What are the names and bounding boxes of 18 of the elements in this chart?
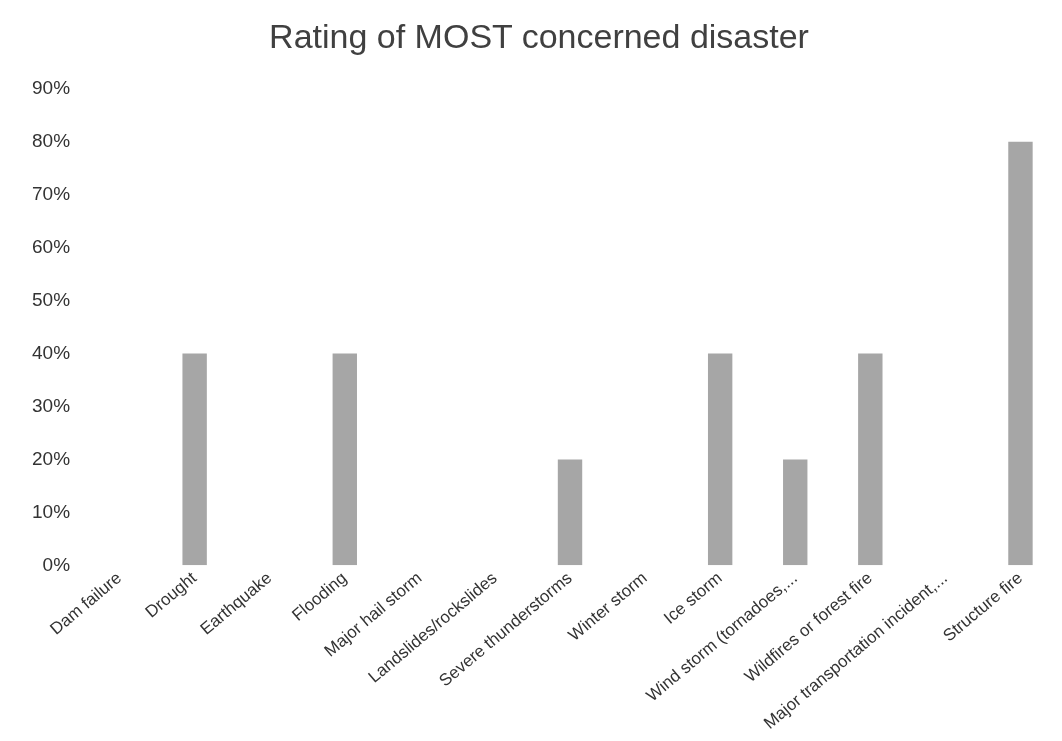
y-tick-label: 70%: [32, 182, 71, 204]
bar: [182, 353, 207, 566]
y-tick-label: 0%: [42, 553, 71, 575]
y-tick-label: 40%: [32, 341, 71, 363]
y-tick-label: 30%: [32, 394, 71, 416]
bar: [1008, 141, 1033, 566]
y-tick-label: 10%: [32, 500, 71, 522]
bar: [557, 459, 583, 566]
y-tick-label: 80%: [32, 129, 71, 151]
y-tick-label: 90%: [32, 77, 71, 99]
y-tick-label: 50%: [32, 288, 71, 310]
y-tick-label: 20%: [32, 447, 71, 469]
bar: [858, 353, 883, 566]
chart-title: Rating of MOST concerned disaster: [269, 16, 809, 55]
bar: [783, 459, 808, 566]
bar: [332, 353, 357, 566]
y-tick-label: 60%: [32, 235, 71, 257]
bar: [707, 353, 733, 566]
